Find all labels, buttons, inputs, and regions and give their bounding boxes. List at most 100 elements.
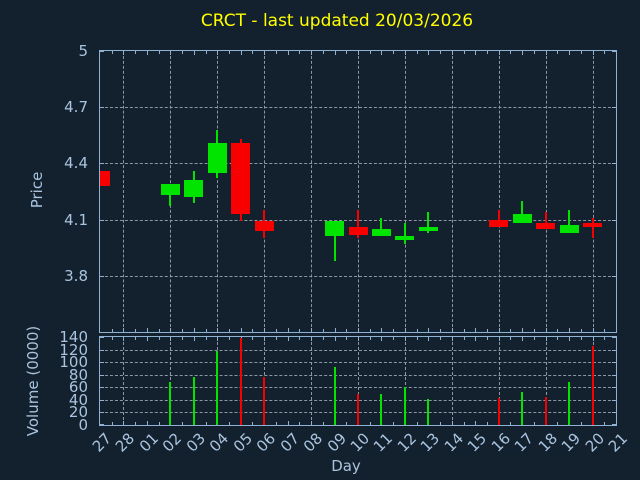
- price-axis-label: Price: [28, 171, 46, 209]
- tick-mark: [545, 51, 547, 55]
- tick-mark: [100, 349, 104, 351]
- tick-mark: [612, 374, 616, 376]
- tick-mark: [287, 421, 289, 425]
- tick-mark: [123, 328, 125, 332]
- tick-mark: [170, 337, 172, 341]
- candle-body-day-06: [254, 221, 274, 231]
- candle-wick-day-13: [427, 212, 430, 233]
- candle-body-day-20: [583, 223, 603, 228]
- tick-mark: [334, 51, 336, 55]
- candle-body-day-09: [325, 221, 345, 237]
- candle-body-day-10: [348, 227, 368, 235]
- volume-bar-day-13: [427, 398, 430, 425]
- tick-mark: [217, 328, 219, 332]
- tick-mark: [463, 337, 465, 340]
- tick-mark: [311, 328, 313, 332]
- tick-mark: [240, 51, 242, 55]
- tick-mark: [275, 51, 277, 54]
- tick-mark: [100, 337, 104, 338]
- volume-bar-day-05: [239, 338, 242, 425]
- candle-body-day-19: [559, 225, 579, 233]
- candle-body-day-13: [418, 227, 438, 231]
- tick-mark: [100, 107, 104, 109]
- tick-mark: [416, 51, 418, 54]
- gridline-horizontal: [100, 275, 616, 277]
- tick-mark: [193, 51, 195, 55]
- tick-mark: [428, 328, 430, 332]
- tick-mark: [451, 337, 453, 341]
- tick-mark: [451, 328, 453, 332]
- tick-mark: [612, 163, 616, 165]
- tick-mark: [440, 337, 442, 340]
- tick-mark: [346, 422, 348, 425]
- volume-bar-day-02: [169, 381, 172, 425]
- tick-mark: [252, 329, 254, 332]
- tick-mark: [369, 51, 371, 54]
- gridline-vertical: [358, 337, 359, 425]
- tick-mark: [369, 329, 371, 332]
- candle-body-day-05: [231, 142, 251, 214]
- tick-mark: [252, 337, 254, 340]
- tick-mark: [264, 51, 266, 55]
- tick-mark: [393, 337, 395, 340]
- tick-mark: [322, 329, 324, 332]
- tick-mark: [393, 422, 395, 425]
- tick-mark: [416, 422, 418, 425]
- tick-mark: [612, 51, 616, 52]
- tick-mark: [358, 337, 359, 341]
- candle-body-day-11: [371, 228, 391, 237]
- tick-mark: [334, 337, 336, 341]
- tick-mark: [533, 51, 535, 54]
- tick-mark: [416, 337, 418, 340]
- tick-mark: [498, 328, 500, 332]
- tick-mark: [135, 422, 137, 425]
- volume-tick-label: 0: [78, 416, 88, 434]
- tick-mark: [100, 374, 104, 376]
- tick-mark: [463, 329, 465, 332]
- tick-mark: [440, 329, 442, 332]
- tick-mark: [252, 51, 254, 54]
- tick-mark: [100, 424, 104, 425]
- tick-mark: [100, 275, 104, 277]
- candle-wick-day-12: [403, 223, 406, 244]
- tick-mark: [533, 337, 535, 340]
- tick-mark: [612, 362, 616, 364]
- volume-bar-day-04: [216, 350, 219, 425]
- candle-wick-day-16: [497, 210, 500, 228]
- tick-mark: [100, 51, 104, 52]
- tick-mark: [322, 51, 324, 54]
- tick-mark: [612, 399, 616, 401]
- tick-mark: [612, 219, 616, 221]
- tick-mark: [123, 337, 125, 341]
- tick-mark: [604, 422, 606, 425]
- tick-mark: [393, 329, 395, 332]
- tick-mark: [123, 51, 125, 55]
- chart-title: CRCT - last updated 20/03/2026: [200, 11, 474, 31]
- gridline-vertical: [451, 337, 453, 425]
- tick-mark: [299, 329, 301, 332]
- tick-mark: [123, 421, 125, 425]
- tick-mark: [580, 422, 582, 425]
- tick-mark: [580, 337, 582, 340]
- tick-mark: [193, 328, 195, 332]
- tick-mark: [522, 337, 524, 341]
- tick-mark: [287, 328, 289, 332]
- tick-mark: [205, 337, 207, 340]
- tick-mark: [100, 399, 104, 401]
- tick-mark: [182, 422, 184, 425]
- tick-mark: [346, 51, 348, 54]
- tick-mark: [135, 329, 137, 332]
- tick-mark: [381, 51, 383, 55]
- tick-mark: [592, 51, 594, 55]
- tick-mark: [275, 422, 277, 425]
- tick-mark: [100, 163, 104, 165]
- gridline-vertical: [123, 51, 125, 332]
- candle-wick-day-19: [568, 210, 571, 233]
- tick-mark: [229, 337, 230, 340]
- tick-mark: [428, 337, 430, 341]
- tick-mark: [146, 328, 148, 332]
- candle-body-day-04: [207, 142, 227, 173]
- tick-mark: [205, 51, 207, 54]
- tick-mark: [264, 328, 266, 332]
- tick-mark: [264, 337, 266, 341]
